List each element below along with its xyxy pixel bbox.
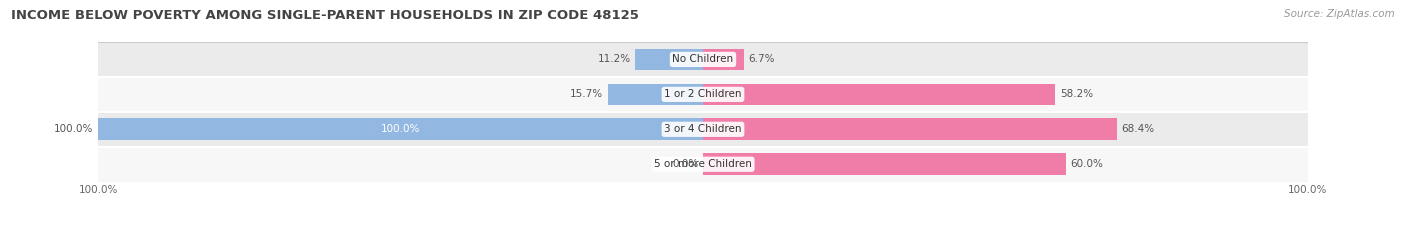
Text: 6.7%: 6.7% xyxy=(748,55,775,64)
Text: 100.0%: 100.0% xyxy=(55,124,94,134)
Bar xyxy=(703,154,1066,175)
Text: 0.0%: 0.0% xyxy=(672,159,699,169)
Bar xyxy=(98,42,1308,77)
Text: 15.7%: 15.7% xyxy=(569,89,603,99)
Bar xyxy=(703,84,1054,105)
Text: 60.0%: 60.0% xyxy=(1070,159,1104,169)
Text: No Children: No Children xyxy=(672,55,734,64)
Bar xyxy=(703,49,744,70)
Bar xyxy=(607,84,703,105)
Text: 58.2%: 58.2% xyxy=(1060,89,1092,99)
Text: 68.4%: 68.4% xyxy=(1122,124,1154,134)
Text: Source: ZipAtlas.com: Source: ZipAtlas.com xyxy=(1284,9,1395,19)
Legend: Single Father, Single Mother: Single Father, Single Mother xyxy=(600,230,806,233)
Bar xyxy=(703,118,1116,140)
Bar xyxy=(636,49,703,70)
Text: INCOME BELOW POVERTY AMONG SINGLE-PARENT HOUSEHOLDS IN ZIP CODE 48125: INCOME BELOW POVERTY AMONG SINGLE-PARENT… xyxy=(11,9,640,22)
Bar xyxy=(98,112,1308,147)
Text: 11.2%: 11.2% xyxy=(598,55,630,64)
Text: 3 or 4 Children: 3 or 4 Children xyxy=(664,124,742,134)
Text: 100.0%: 100.0% xyxy=(381,124,420,134)
Bar xyxy=(98,118,703,140)
Text: 1 or 2 Children: 1 or 2 Children xyxy=(664,89,742,99)
Bar xyxy=(98,77,1308,112)
Text: 5 or more Children: 5 or more Children xyxy=(654,159,752,169)
Bar xyxy=(98,147,1308,182)
